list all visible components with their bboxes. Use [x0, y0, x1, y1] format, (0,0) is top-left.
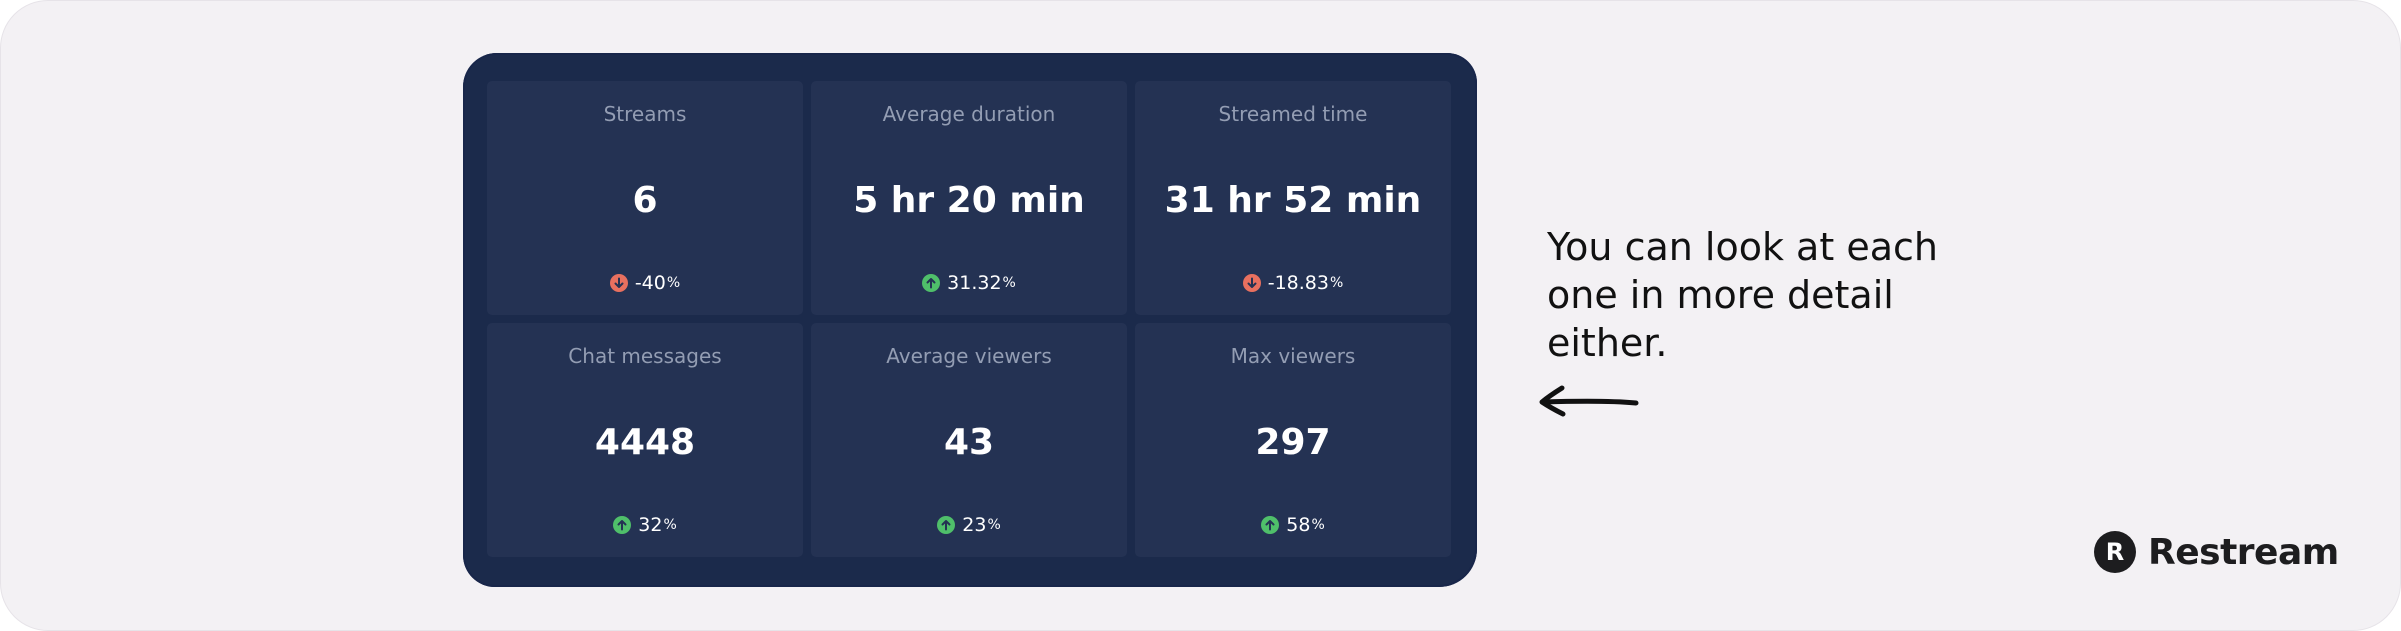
stat-change-unit: %	[1311, 517, 1325, 533]
arrow-up-circle-icon	[937, 516, 956, 534]
stats-grid: Streams 6 -40 % Average duration 5 hr 20…	[487, 81, 1451, 557]
stat-card-average-duration[interactable]: Average duration 5 hr 20 min 31.32 %	[811, 81, 1127, 315]
stat-change: -18.83 %	[1135, 272, 1451, 294]
stat-value: 297	[1255, 422, 1331, 463]
stat-card-average-viewers[interactable]: Average viewers 43 23 %	[811, 323, 1127, 557]
stat-card-chat-messages[interactable]: Chat messages 4448 32 %	[487, 323, 803, 557]
arrow-up-circle-icon	[1261, 516, 1280, 534]
stat-card-streams[interactable]: Streams 6 -40 %	[487, 81, 803, 315]
stat-title: Chat messages	[568, 344, 722, 368]
brand-logo: R Restream	[2094, 531, 2339, 573]
stat-change: 23 %	[811, 514, 1127, 536]
stat-value: 6	[632, 180, 658, 221]
arrow-up-circle-icon	[922, 274, 941, 292]
brand-name: Restream	[2148, 531, 2339, 573]
stat-change-value: -40	[634, 272, 666, 294]
stat-change-unit: %	[1329, 275, 1344, 291]
stat-change-value: 58	[1286, 514, 1311, 536]
stat-value: 31 hr 52 min	[1164, 180, 1422, 221]
stat-title: Average duration	[882, 102, 1056, 126]
stat-change: 31.32 %	[811, 272, 1127, 294]
stat-value: 4448	[594, 422, 696, 463]
stat-value: 43	[943, 422, 995, 463]
arrow-down-circle-icon	[609, 274, 628, 292]
stat-title: Streams	[603, 102, 687, 126]
restream-logo-icon: R	[2094, 531, 2136, 573]
stat-card-max-viewers[interactable]: Max viewers 297 58 %	[1135, 323, 1451, 557]
arrow-left-icon	[1539, 385, 1639, 417]
stat-change-value: -18.83	[1267, 272, 1329, 294]
stat-change-unit: %	[1002, 275, 1016, 291]
note-line: You can look at each	[1547, 225, 1938, 269]
stat-change: -40 %	[487, 272, 803, 294]
arrow-up-circle-icon	[613, 516, 632, 534]
stat-title: Streamed time	[1218, 102, 1368, 126]
stat-change-value: 32	[638, 514, 663, 536]
stat-change-value: 31.32	[947, 272, 1002, 294]
annotation-note: You can look at each one in more detail …	[1547, 223, 1987, 367]
note-line: one in more detail	[1547, 273, 1894, 317]
stat-change-unit: %	[987, 517, 1001, 533]
stat-change-unit: %	[663, 517, 677, 533]
stat-change-unit: %	[666, 275, 681, 291]
note-line: either.	[1547, 321, 1668, 365]
stat-value: 5 hr 20 min	[853, 180, 1085, 221]
stat-change-value: 23	[962, 514, 987, 536]
stat-title: Max viewers	[1230, 344, 1356, 368]
stat-change: 32 %	[487, 514, 803, 536]
arrow-down-circle-icon	[1242, 274, 1261, 292]
stat-title: Average viewers	[886, 344, 1052, 368]
stat-change: 58 %	[1135, 514, 1451, 536]
stat-card-streamed-time[interactable]: Streamed time 31 hr 52 min -18.83 %	[1135, 81, 1451, 315]
